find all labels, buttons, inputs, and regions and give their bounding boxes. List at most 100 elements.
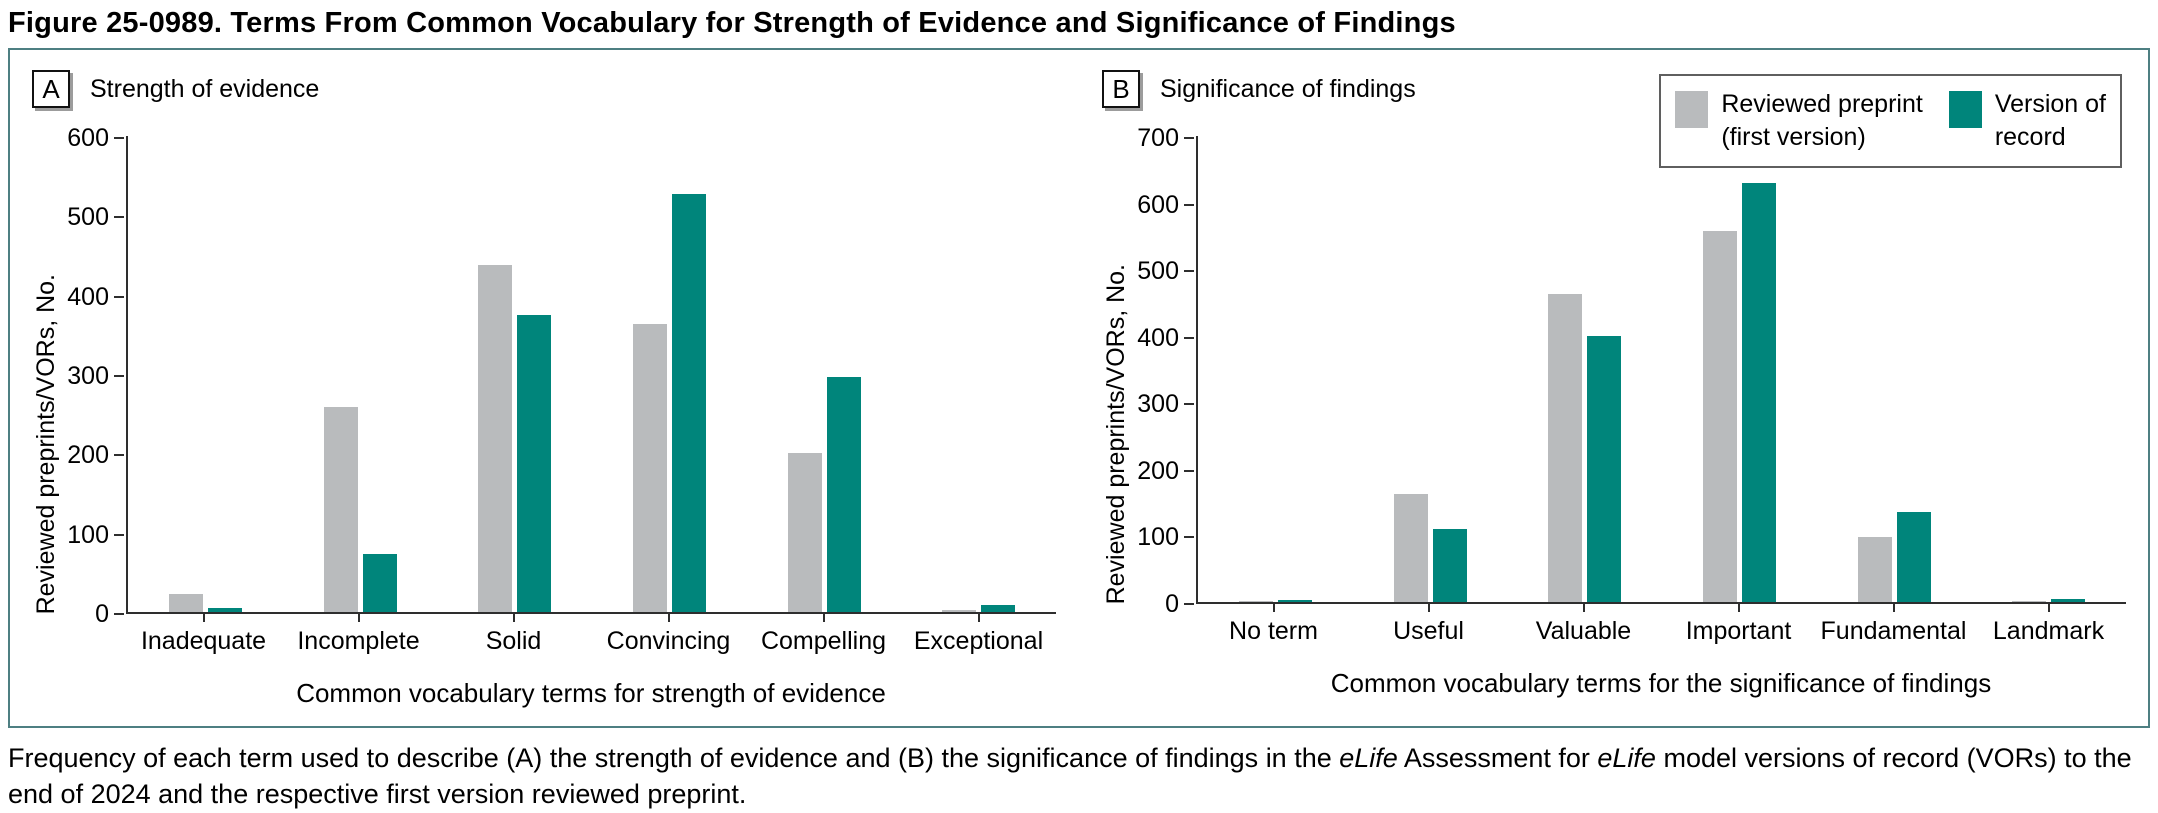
x-tick-mark <box>1272 604 1275 612</box>
bar-version-of-record <box>671 193 706 612</box>
panel-a-title: Strength of evidence <box>90 74 320 103</box>
bar-group-incomplete <box>283 136 438 612</box>
panel-a-x-axis-title: Common vocabulary terms for strength of … <box>296 678 886 708</box>
chart-panel-a: A Strength of evidence Reviewed preprint… <box>26 64 1056 726</box>
y-tick-label: 100 <box>67 520 109 549</box>
bar-group-no-term <box>1198 136 1353 602</box>
legend-label-reviewed-preprint: Reviewed preprint (first version) <box>1721 88 1923 154</box>
y-tick-label: 200 <box>67 441 109 470</box>
x-category-label: Landmark <box>1992 617 2105 645</box>
panel-a-plot <box>126 136 1056 614</box>
y-tick-mark <box>1184 536 1194 539</box>
y-tick-label: 400 <box>1137 323 1179 352</box>
bar-version-of-record <box>362 554 397 612</box>
x-tick-mark <box>202 614 205 622</box>
bar-reviewed-preprint-first-version <box>1393 493 1428 602</box>
y-tick-label: 600 <box>1137 190 1179 219</box>
bar-group-exceptional <box>901 136 1056 612</box>
panel-a-plot-area-row: Reviewed preprints/VORs, No. 0 100 200 300 4… <box>26 124 1056 628</box>
x-category-label: Convincing <box>606 627 731 655</box>
legend-swatch-reviewed-preprint <box>1675 91 1709 128</box>
x-tick-mark <box>1737 604 1740 612</box>
bar-version-of-record <box>981 604 1016 612</box>
x-category-cell: Compelling <box>746 614 901 656</box>
x-category-label: Solid <box>485 627 542 655</box>
legend-label-line2: record <box>1994 123 2066 151</box>
x-category-label: Valuable <box>1535 617 1632 645</box>
panel-a-ylabel-col: Reviewed preprints/VORs, No. <box>26 274 66 614</box>
x-tick-mark <box>977 614 980 622</box>
panel-b-x-category-labels: No term Useful Valuable Important Fundamenta… <box>1196 604 2126 646</box>
legend-label-line1: Reviewed preprint <box>1721 90 1923 118</box>
x-category-cell: Convincing <box>591 614 746 656</box>
y-tick-label: 500 <box>1137 257 1179 286</box>
bar-reviewed-preprint-first-version <box>2012 601 2047 602</box>
panel-b-x-axis-title: Common vocabulary terms for the signific… <box>1330 668 1992 698</box>
x-category-label: No term <box>1229 617 1318 645</box>
y-tick-label: 600 <box>67 124 109 152</box>
y-tick-label: 300 <box>1137 390 1179 419</box>
bar-reviewed-preprint-first-version <box>323 407 358 612</box>
bar-version-of-record <box>2051 598 2086 602</box>
y-tick-mark <box>114 613 124 615</box>
panel-b-ylabel-col: Reviewed preprints/VORs, No. <box>1096 264 1136 604</box>
y-tick-mark <box>114 216 124 219</box>
caption-elife-italic: eLife <box>1339 743 1398 773</box>
x-tick-mark <box>2047 604 2050 612</box>
panel-b-y-axis-label: Reviewed preprints/VORs, No. <box>1101 263 1130 604</box>
y-tick-label: 100 <box>1137 523 1179 552</box>
bar-reviewed-preprint-first-version <box>1857 537 1892 602</box>
panel-b-bar-groups <box>1198 136 2126 602</box>
y-tick-label: 0 <box>95 600 109 628</box>
caption-elife-italic: eLife <box>1597 743 1656 773</box>
figure-caption: Frequency of each term used to describe … <box>0 728 2158 812</box>
y-tick-label: 200 <box>1137 456 1179 485</box>
bar-version-of-record <box>1432 528 1467 602</box>
panel-a-y-axis-label: Reviewed preprints/VORs, No. <box>31 273 60 614</box>
x-category-cell: Valuable <box>1506 604 1661 646</box>
legend-label-line2: (first version) <box>1721 123 1866 151</box>
caption-text: Frequency of each term used to describe … <box>8 743 1340 773</box>
bar-group-solid <box>437 136 592 612</box>
x-category-cell: Solid <box>436 614 591 656</box>
x-category-label: Exceptional <box>913 627 1044 655</box>
figure-title: Figure 25-0989. Terms From Common Vocabu… <box>8 7 1456 39</box>
bar-group-important <box>1662 136 1817 602</box>
x-category-label: Important <box>1685 617 1792 645</box>
chart-panel-b: B Significance of findings Reviewed prep… <box>1096 64 2126 726</box>
y-tick-mark <box>1184 203 1194 206</box>
panel-b-plot <box>1196 136 2126 604</box>
panel-b-title: Significance of findings <box>1160 74 1416 103</box>
caption-text: model versions of record (VORs) to the e… <box>8 743 2132 809</box>
bar-version-of-record <box>1896 512 1931 602</box>
panel-b-header: B Significance of findings <box>1102 68 2126 110</box>
x-category-cell: Fundamental <box>1816 604 1971 646</box>
bar-group-valuable <box>1507 136 1662 602</box>
x-tick-mark <box>512 614 515 622</box>
bar-group-compelling <box>747 136 902 612</box>
bar-reviewed-preprint-first-version <box>1702 230 1737 602</box>
figure-panel-box: A Strength of evidence Reviewed preprint… <box>8 48 2150 728</box>
x-category-label: Inadequate <box>140 627 267 655</box>
x-category-cell: Inadequate <box>126 614 281 656</box>
bar-version-of-record <box>826 377 861 612</box>
x-category-cell: Incomplete <box>281 614 436 656</box>
bar-reviewed-preprint-first-version <box>787 453 822 612</box>
x-category-cell: Landmark <box>1971 604 2126 646</box>
legend-item-reviewed-preprint: Reviewed preprint (first version) <box>1675 88 1923 154</box>
y-tick-mark <box>114 533 124 536</box>
bar-reviewed-preprint-first-version <box>942 610 977 612</box>
panel-b-yticks: 0 100 200 300 400 500 600 700 <box>1136 124 1196 618</box>
bar-version-of-record <box>207 608 242 612</box>
bar-group-convincing <box>592 136 747 612</box>
charts-row: A Strength of evidence Reviewed preprint… <box>26 64 2126 726</box>
x-category-label: Incomplete <box>297 627 420 655</box>
x-tick-mark <box>1427 604 1430 612</box>
y-tick-mark <box>1184 270 1194 273</box>
y-tick-label: 500 <box>67 203 109 232</box>
x-category-label: Useful <box>1393 617 1464 645</box>
x-category-cell: No term <box>1196 604 1351 646</box>
bar-reviewed-preprint-first-version <box>632 324 667 612</box>
bar-version-of-record <box>1277 600 1312 602</box>
